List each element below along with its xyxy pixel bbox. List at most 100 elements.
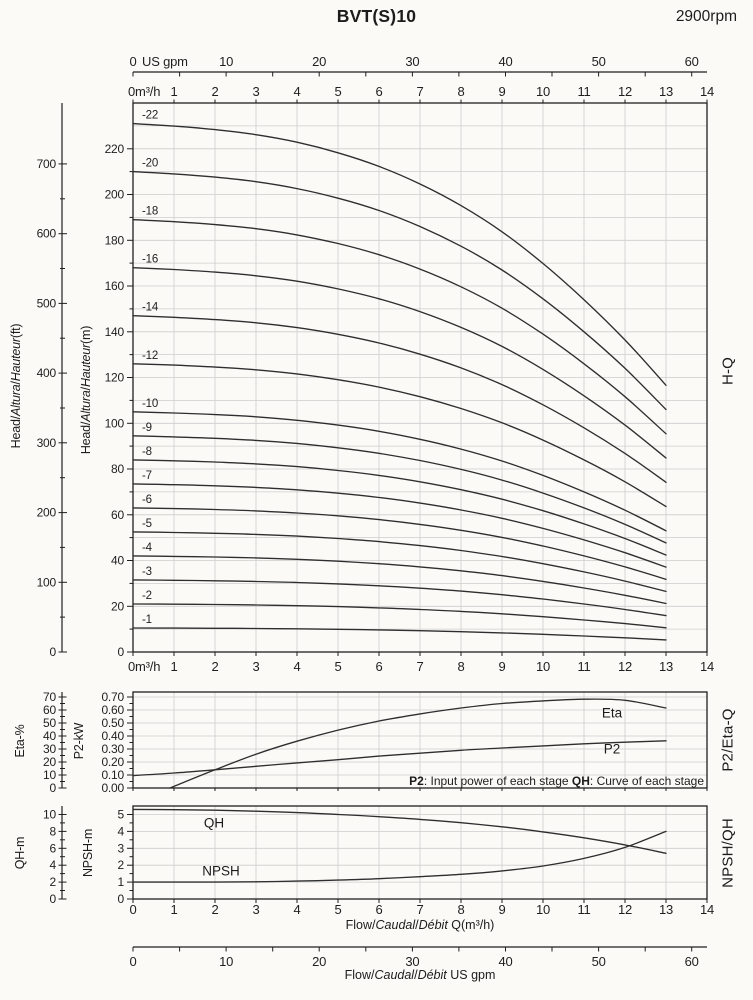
hq-curve-5-stages: [132, 531, 667, 593]
eta-axis-tick-label: 30: [43, 742, 56, 756]
gpm-tick-label: 30: [405, 54, 419, 69]
qh-axis-tick-label: 0: [50, 892, 57, 906]
ft-axis-tick-label: 600: [37, 227, 57, 241]
mh-tick-label: 3: [252, 659, 259, 674]
hq-curve-1-stages: [132, 627, 667, 641]
bot-x-tick-label: 14: [700, 902, 714, 917]
flow-part: Caudal: [374, 968, 415, 982]
qh-curve-label: QH: [203, 815, 225, 831]
p2eta-chart-name: P2/Eta-Q: [719, 708, 737, 772]
bot-x-tick-label: 6: [375, 902, 382, 917]
mh-tick-label: 5: [334, 659, 341, 674]
p2-axis-tick-label: 0.40: [101, 729, 124, 743]
head-ft-part: Altura: [9, 384, 23, 416]
npsh-axis-tick-label: 5: [118, 808, 125, 822]
gpm-tick-label: 20: [312, 54, 326, 69]
page-title: BVT(S)10: [336, 6, 417, 26]
mh-tick-label: 4: [293, 659, 300, 674]
mh-tick-label: 6: [375, 659, 382, 674]
bot-x-tick-label: 10: [536, 902, 550, 917]
ft-axis-tick-label: 700: [37, 157, 57, 171]
hq-curve-7-stages: [132, 483, 667, 568]
hq-curve-18-stages: [132, 219, 667, 435]
stage-curve-label: -6: [142, 494, 152, 506]
p2-axis-tick-label: 0.60: [101, 703, 124, 717]
p2-axis-name: P2-kW: [72, 722, 86, 760]
head-m-part: Hauteur: [79, 343, 93, 388]
stage-curve-label: -2: [142, 590, 152, 602]
stage-curve-label: -8: [142, 446, 152, 458]
stage-curve-label: -7: [142, 470, 152, 482]
gpm-zero-label: 0: [129, 54, 136, 69]
stage-curve-label: -9: [142, 422, 152, 434]
m-axis-tick-label: 180: [105, 233, 125, 247]
hq-curve-8-stages: [132, 459, 667, 556]
eta-curve-label: Eta: [601, 705, 623, 721]
bot-x-tick-label: 0: [129, 902, 136, 917]
bot-x-tick-label: 4: [293, 902, 300, 917]
p2-curve: [132, 740, 667, 777]
m-axis-tick-label: 220: [105, 142, 125, 156]
gpm-tick-label: 50: [592, 54, 606, 69]
ft-axis-tick-label: 100: [37, 575, 57, 589]
head-ft-part: (ft): [9, 323, 23, 339]
mh-tick-label: 14: [700, 659, 714, 674]
npshqh-chart-name: NPSH/QH: [719, 818, 737, 888]
eta-axis-tick-label: 70: [43, 690, 56, 704]
m-axis-tick-label: 20: [111, 599, 124, 613]
mh-zero-label: 0m³/h: [128, 84, 160, 99]
hq-curve-22-stages: [132, 122, 667, 386]
rpm-label: 2900rpm: [675, 8, 737, 25]
npsh-axis-name: NPSH-m: [81, 828, 95, 878]
eta-axis-tick-label: 0: [50, 781, 57, 795]
mh-tick-label: 7: [416, 659, 423, 674]
head-m-part: Altura: [79, 390, 93, 422]
legend-note: P2: Input power of each stage QH: Curve …: [409, 774, 704, 788]
stage-curve-label: -3: [142, 566, 152, 578]
gpm-tick-label: 10: [219, 54, 233, 69]
hq-curve-16-stages: [132, 267, 667, 459]
head-m-part: (m): [79, 325, 93, 344]
note-part: : Input power of each stage: [423, 774, 572, 788]
qh-axis-tick-label: 8: [50, 824, 57, 838]
eta-axis-name: Eta-%: [13, 724, 27, 758]
mh-tick-label: 5: [334, 84, 341, 99]
flow-part: Flow/: [344, 968, 375, 982]
mh-tick-label: 9: [498, 84, 505, 99]
m-axis-tick-label: 120: [105, 371, 125, 385]
m-axis-tick-label: 0: [118, 645, 125, 659]
stage-curve-label: -14: [142, 302, 159, 314]
bot-x-tick-label: 1: [170, 902, 177, 917]
m-axis-tick-label: 80: [111, 462, 124, 476]
qh-axis-name: QH-m: [13, 836, 27, 870]
p2-axis-tick-label: 0.70: [101, 690, 124, 704]
stage-curve-label: -20: [142, 158, 158, 170]
eta-axis-tick-label: 20: [43, 755, 56, 769]
hq-curve-6-stages: [132, 507, 667, 580]
mh-tick-label: 8: [457, 84, 464, 99]
p2-axis-tick-label: 0.10: [101, 768, 124, 782]
mh-tick-label: 1: [170, 84, 177, 99]
m-axis-tick-label: 40: [111, 554, 124, 568]
qh-axis-tick-label: 4: [50, 858, 57, 872]
eta-axis-tick-label: 10: [43, 768, 56, 782]
npsh-axis-tick-label: 3: [118, 841, 125, 855]
mh-tick-label: 12: [618, 659, 632, 674]
mh-tick-label: 3: [252, 84, 259, 99]
eta-axis-tick-label: 50: [43, 716, 56, 730]
eta-axis-tick-label: 40: [43, 729, 56, 743]
qh-axis-tick-label: 10: [43, 808, 56, 822]
ft-axis-tick-label: 0: [50, 645, 57, 659]
npsh-axis-tick-label: 2: [118, 858, 125, 872]
stage-curve-label: -12: [142, 350, 158, 362]
m-axis-tick-label: 200: [105, 188, 125, 202]
mh-zero-label: 0m³/h: [128, 659, 160, 674]
mh-tick-label: 13: [659, 659, 673, 674]
p2-axis-tick-label: 0.30: [101, 742, 124, 756]
flow-part: Flow/: [345, 918, 376, 932]
main-chart: 0204060801001201401601802002200100200300…: [37, 54, 715, 674]
note-part: QH: [571, 774, 590, 788]
mh-tick-label: 2: [211, 84, 218, 99]
